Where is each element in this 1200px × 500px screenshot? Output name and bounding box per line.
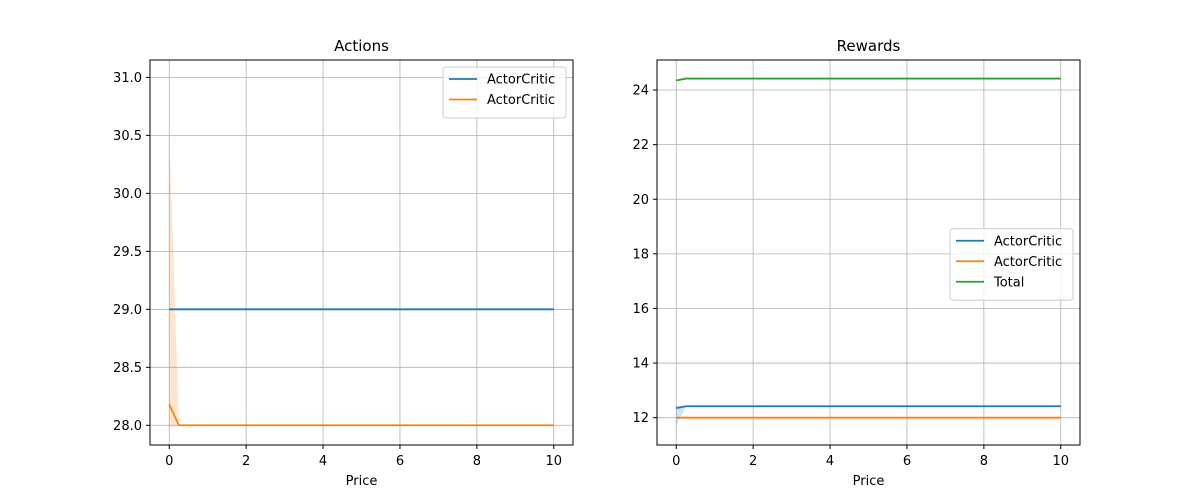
x-tick-label: 2: [242, 454, 250, 469]
legend: ActorCritic ActorCritic Total: [949, 228, 1074, 301]
legend-label-2: ActorCritic: [994, 255, 1062, 270]
axes-frame: [656, 59, 1081, 446]
y-tick-label: 29.5: [113, 245, 142, 260]
y-tick-label: 30.5: [113, 129, 142, 144]
x-tick-label: 6: [903, 454, 911, 469]
chart-panel-2: 0 2 4 6 8 1012141618202224RewardsPriceActorCr…: [632, 37, 1081, 489]
plot-area: [168, 129, 554, 428]
y-tick-label: 28.0: [113, 419, 142, 434]
x-tick-label: 0: [165, 454, 173, 469]
x-tick-label: 10: [1052, 454, 1069, 469]
y-tick-label: 24: [632, 84, 649, 99]
y-tick-label: 22: [632, 138, 649, 153]
legend: ActorCritic ActorCritic: [442, 66, 567, 119]
x-tick-label: 6: [396, 454, 404, 469]
x-tick-label: 4: [319, 454, 327, 469]
legend-label-2: ActorCritic: [487, 93, 555, 108]
y-tick-label: 28.5: [113, 361, 142, 376]
series-line-1: [676, 405, 1061, 410]
y-tick-label: 29.0: [113, 303, 142, 318]
series-band-1: [676, 405, 1061, 426]
y-tick-label: 18: [632, 247, 649, 262]
axes-frame: [149, 59, 574, 446]
x-tick-label: 8: [980, 454, 988, 469]
y-tick-label: 30.0: [113, 187, 142, 202]
series-band-2: [169, 129, 554, 428]
x-tick-label: 0: [672, 454, 680, 469]
x-tick-label: 2: [749, 454, 757, 469]
series-line-2: [168, 404, 554, 427]
x-tick-label: 8: [473, 454, 481, 469]
legend-label-3: Total: [993, 275, 1024, 290]
x-axis-label: Price: [853, 474, 885, 489]
legend-label-1: ActorCritic: [994, 234, 1062, 249]
series-line-3: [676, 77, 1061, 82]
x-tick-label: 4: [826, 454, 834, 469]
chart-panel-1: 0 2 4 6 8 10 28.0 28.5 29.0 29.5 30.0 30.5 31.0 Actio…: [113, 37, 574, 489]
y-tick-label: 16: [632, 302, 649, 317]
y-tick-label: 12: [632, 411, 649, 426]
y-tick-label: 31.0: [113, 71, 142, 86]
legend-label-1: ActorCritic: [487, 73, 555, 88]
plot-area: [676, 77, 1061, 426]
x-tick-label: 10: [545, 454, 562, 469]
x-axis-label: Price: [346, 474, 378, 489]
chart-title: Actions: [334, 37, 389, 55]
chart-title: Rewards: [837, 37, 901, 55]
y-tick-label: 20: [632, 193, 649, 208]
y-tick-label: 14: [632, 357, 649, 372]
